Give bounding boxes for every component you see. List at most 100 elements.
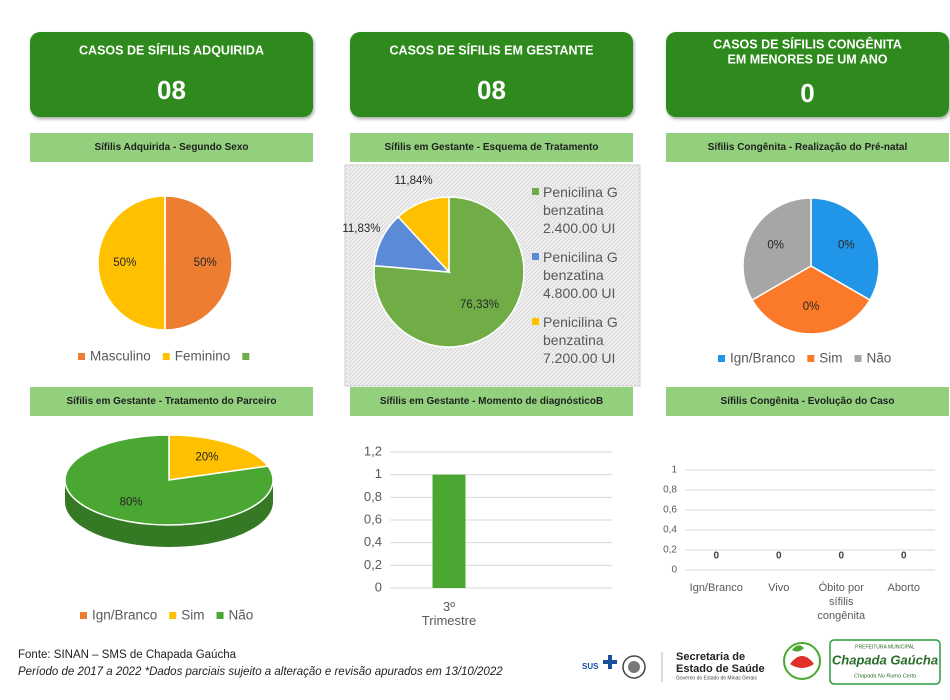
data-label: 50% xyxy=(113,257,136,269)
chart-title: Sífilis em Gestante - Tratamento do Parc… xyxy=(66,396,276,407)
logo-cross xyxy=(603,655,617,669)
pie-slice xyxy=(168,434,270,481)
legend-label: Não xyxy=(867,351,892,366)
data-label: 50% xyxy=(194,257,217,269)
y-tick-label: 0,6 xyxy=(364,511,382,526)
data-label: 0% xyxy=(767,240,784,252)
data-label: 80% xyxy=(120,497,143,509)
legend-swatch xyxy=(80,612,87,619)
legend-label: Penicilina G benzatina 7.200.00 UI xyxy=(543,314,618,366)
legend-swatch xyxy=(532,253,539,260)
chart-title-bar xyxy=(666,387,949,416)
y-tick-label: 0 xyxy=(375,579,382,594)
chart-title: Sífilis Congênita - Evolução do Caso xyxy=(721,396,895,407)
kpi-title: CASOS DE SÍFILIS CONGÊNITA xyxy=(713,36,902,51)
data-label: 0 xyxy=(901,551,907,562)
legend-label: Masculino xyxy=(90,349,151,364)
logo-prefeitura: PREFEITURA MUNICIPAL xyxy=(855,644,915,650)
pie-slice xyxy=(397,196,450,274)
bar xyxy=(432,474,466,588)
kpi-card xyxy=(666,32,949,117)
kpi-title: CASOS DE SÍFILIS EM GESTANTE xyxy=(390,42,594,57)
footer-period: Período de 2017 a 2022 *Dados parciais s… xyxy=(18,666,503,678)
chart-title-bar xyxy=(30,387,313,416)
legend-label: Feminino xyxy=(175,349,231,364)
y-tick-label: 0,8 xyxy=(663,485,677,496)
x-tick-label: Ign/Branco xyxy=(689,582,743,594)
legend-swatch xyxy=(169,612,177,619)
x-tick-label: Aborto xyxy=(887,582,920,594)
data-label: 0% xyxy=(838,240,855,252)
y-tick-label: 0,2 xyxy=(663,545,677,556)
y-tick-label: 0,6 xyxy=(663,505,677,516)
kpi-title: EM MENORES DE UM ANO xyxy=(728,52,888,66)
chart-title-bar xyxy=(30,133,313,162)
chart-title: Sífilis em Gestante - Esquema de Tratame… xyxy=(385,142,599,153)
legend-swatch xyxy=(216,612,224,619)
pie-slice xyxy=(64,434,274,526)
chart-title-bar xyxy=(350,387,633,416)
x-tick-label: Óbito por sífilis congênita xyxy=(817,582,866,622)
logo-slogan: Chapada No Rumo Certo xyxy=(854,673,916,679)
y-tick-label: 0,2 xyxy=(364,557,382,572)
data-label: 76,33% xyxy=(460,299,499,311)
x-tick-label: Vivo xyxy=(768,582,790,594)
x-tick-label: 3º Trimestre xyxy=(421,599,477,628)
chart-title: Sífilis em Gestante - Momento de diagnós… xyxy=(380,396,603,407)
pie-slice xyxy=(164,195,233,331)
legend-swatch xyxy=(532,318,539,325)
legend-swatch xyxy=(162,353,170,360)
pie-side xyxy=(65,480,273,547)
logo-leaf xyxy=(790,656,814,668)
data-label: 11,84% xyxy=(394,175,432,187)
logo-secretaria: Estado de Saúde xyxy=(676,663,765,675)
pie-slice xyxy=(810,197,880,302)
legend-label: Ign/Branco xyxy=(92,608,157,623)
legend-label: Sim xyxy=(181,608,204,623)
legend-label: Sim xyxy=(819,351,842,366)
legend-swatch xyxy=(807,355,815,362)
data-label: 0 xyxy=(713,551,719,562)
legend-swatch xyxy=(242,353,250,360)
legend-label: Penicilina G benzatina 4.800.00 UI xyxy=(543,249,618,301)
y-tick-label: 0,4 xyxy=(663,525,677,536)
data-label: 0 xyxy=(838,551,844,562)
data-label: 0 xyxy=(776,551,782,562)
chart-title: Sífilis Adquirida - Segundo Sexo xyxy=(94,142,248,153)
kpi-value: 08 xyxy=(477,75,506,105)
legend-swatch xyxy=(854,355,862,362)
logo-sus: SUS xyxy=(582,662,599,671)
logo-seal-inner xyxy=(628,661,640,673)
data-label: 0% xyxy=(803,301,820,313)
footer-source: Fonte: SINAN – SMS de Chapada Gaúcha xyxy=(18,649,237,661)
kpi-value: 0 xyxy=(800,78,814,108)
data-label: 11,83% xyxy=(342,223,380,235)
logo-secretaria: Secretaria de xyxy=(676,651,745,663)
y-tick-label: 0,4 xyxy=(364,534,382,549)
data-label: 20% xyxy=(195,451,218,463)
chart-title-bar xyxy=(350,133,633,162)
pie-slice xyxy=(97,195,166,331)
legend-label: Ign/Branco xyxy=(730,351,795,366)
logo-seal xyxy=(622,655,646,679)
legend-swatch xyxy=(718,355,725,362)
logo-leaf2 xyxy=(792,645,804,652)
logo-governo: Governo do Estado de Minas Gerais xyxy=(676,675,757,681)
y-tick-label: 0,8 xyxy=(364,489,382,504)
legend-swatch xyxy=(532,188,539,195)
logo-municipio: Chapada Gaúcha xyxy=(832,652,938,667)
legend-label: Penicilina G benzatina 2.400.00 UI xyxy=(543,184,618,236)
kpi-title: CASOS DE SÍFILIS ADQUIRIDA xyxy=(79,42,264,57)
y-tick-label: 1,2 xyxy=(364,443,382,458)
pie-slice xyxy=(373,196,525,348)
logo-banner xyxy=(829,639,941,685)
y-tick-label: 1 xyxy=(671,465,677,476)
y-tick-label: 1 xyxy=(375,466,382,481)
y-tick-label: 0 xyxy=(671,565,677,576)
pie-slice xyxy=(742,197,812,302)
kpi-value: 08 xyxy=(157,75,186,105)
kpi-card xyxy=(30,32,313,117)
chart-title: Sífilis Congênita - Realização do Pré-na… xyxy=(708,142,908,153)
